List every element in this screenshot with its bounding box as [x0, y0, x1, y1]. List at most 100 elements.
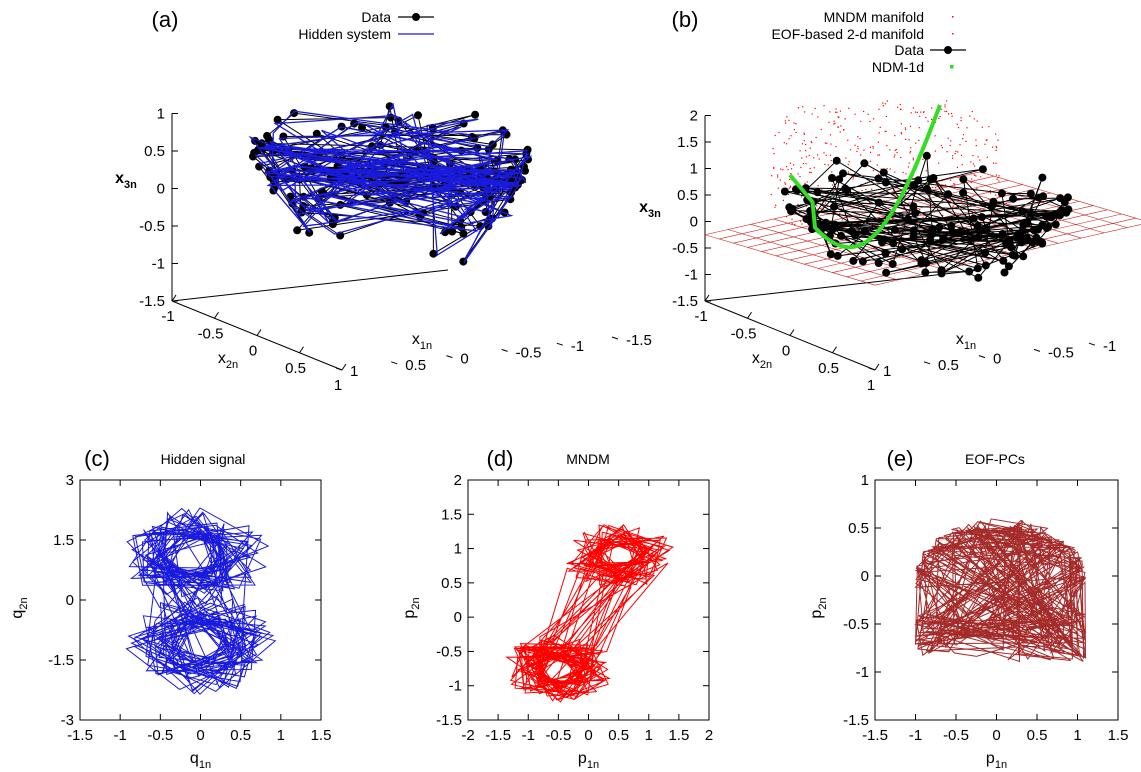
- mndm-dot: [789, 185, 792, 187]
- mndm-dot: [973, 118, 975, 120]
- data-point: [973, 222, 982, 231]
- x2-tick: [832, 346, 837, 354]
- mndm-dot: [905, 128, 907, 131]
- data-point: [909, 202, 918, 211]
- mndm-dot: [956, 166, 958, 169]
- mndm-dot: [824, 142, 826, 144]
- x-tick-label: 0: [196, 727, 204, 744]
- mndm-dot: [835, 108, 837, 110]
- mndm-dot: [879, 126, 881, 128]
- x1-tick-label: -0.5: [1048, 344, 1074, 361]
- x2-tick: [874, 363, 880, 371]
- mndm-dot: [789, 178, 791, 180]
- mndm-dot: [966, 127, 968, 129]
- data-point: [1026, 189, 1035, 198]
- z-tick-label: 0: [157, 181, 165, 198]
- y-tick-label: -1.5: [48, 652, 74, 669]
- mndm-dot: [816, 205, 818, 207]
- mndm-dot: [952, 205, 954, 207]
- mndm-dot: [859, 138, 861, 140]
- x1-axis-label: x1n: [956, 331, 976, 352]
- data-point: [1019, 221, 1028, 229]
- mndm-dot: [878, 132, 880, 134]
- y-tick-label: 0: [861, 568, 869, 585]
- mndm-dot: [910, 147, 912, 149]
- mndm-dot: [912, 159, 914, 161]
- mndm-dot: [899, 103, 901, 106]
- data-point: [849, 256, 858, 265]
- panel-label-c: (c): [84, 446, 110, 471]
- mndm-dot: [835, 111, 837, 113]
- mndm-dot: [860, 154, 862, 156]
- mndm-dot: [892, 218, 894, 220]
- x1-tick: [391, 361, 398, 365]
- data-point: [813, 188, 822, 197]
- x1-axis-label: x1n: [412, 331, 432, 352]
- data-point: [978, 165, 987, 174]
- mndm-dot: [975, 139, 977, 141]
- mndm-dot: [995, 162, 997, 164]
- x-tick-label: -1: [909, 727, 922, 744]
- y-tick-label: 3: [66, 472, 74, 489]
- x-tick-label: 0.5: [230, 727, 251, 744]
- mndm-dot: [835, 146, 837, 148]
- mndm-dot: [955, 150, 957, 152]
- mndm-dot: [909, 125, 912, 127]
- data-point: [837, 231, 846, 240]
- data-point: [888, 260, 897, 268]
- mndm-dot: [989, 192, 992, 194]
- data-point: [890, 225, 899, 234]
- mndm-dot: [909, 152, 911, 154]
- mndm-dot: [810, 171, 812, 173]
- x-tick-label: 0.5: [608, 727, 629, 744]
- x1-tick: [1088, 342, 1096, 346]
- x2-axis-label: x2n: [218, 350, 238, 371]
- mndm-dot: [927, 120, 929, 122]
- data-point: [948, 228, 957, 236]
- mndm-dot: [785, 166, 788, 168]
- mndm-dot: [857, 136, 859, 138]
- data-point: [937, 269, 946, 278]
- panel-title-d: MNDM: [566, 451, 610, 467]
- mndm-dot: [916, 111, 918, 113]
- data-point: [290, 109, 299, 118]
- mndm-dot: [944, 106, 946, 108]
- data-point: [826, 250, 835, 259]
- mndm-dot: [823, 152, 825, 154]
- mndm-dot: [900, 132, 902, 134]
- mndm-dot: [777, 187, 779, 189]
- data-point: [881, 249, 890, 258]
- legend-marker-mndm: [952, 16, 954, 18]
- mndm-dot: [811, 113, 813, 115]
- ndm-1d-curve: [788, 104, 942, 250]
- data-point: [974, 233, 982, 242]
- mndm-dot: [960, 154, 963, 156]
- hidden-system-trajectory: [248, 102, 533, 263]
- legend-label-3: Data: [894, 42, 924, 58]
- x2-tick-label: -1: [161, 308, 174, 325]
- z-tick-label: -1.5: [139, 293, 165, 310]
- mndm-dot: [922, 158, 924, 160]
- mndm-dot: [971, 178, 973, 180]
- mndm-dot: [863, 149, 865, 151]
- mndm-dot: [841, 219, 843, 221]
- mndm-dot: [970, 181, 972, 183]
- mndm-dot: [940, 108, 942, 110]
- y-tick-label: 0: [454, 609, 462, 626]
- mndm-dot: [824, 163, 826, 165]
- mndm-dot: [875, 208, 877, 211]
- mndm-dot: [801, 223, 803, 225]
- data-point: [935, 223, 944, 232]
- mndm-dot: [969, 115, 971, 117]
- data-point: [882, 268, 891, 277]
- panel-label-e: (e): [887, 446, 914, 471]
- data-point: [909, 181, 918, 190]
- mndm-dot: [995, 145, 997, 148]
- data-point: [978, 213, 986, 222]
- x2-tick: [299, 346, 304, 354]
- x2-tick-label: -0.5: [198, 325, 224, 342]
- mndm-dot: [823, 105, 825, 107]
- mndm-dot: [809, 167, 811, 170]
- data-point: [459, 229, 468, 238]
